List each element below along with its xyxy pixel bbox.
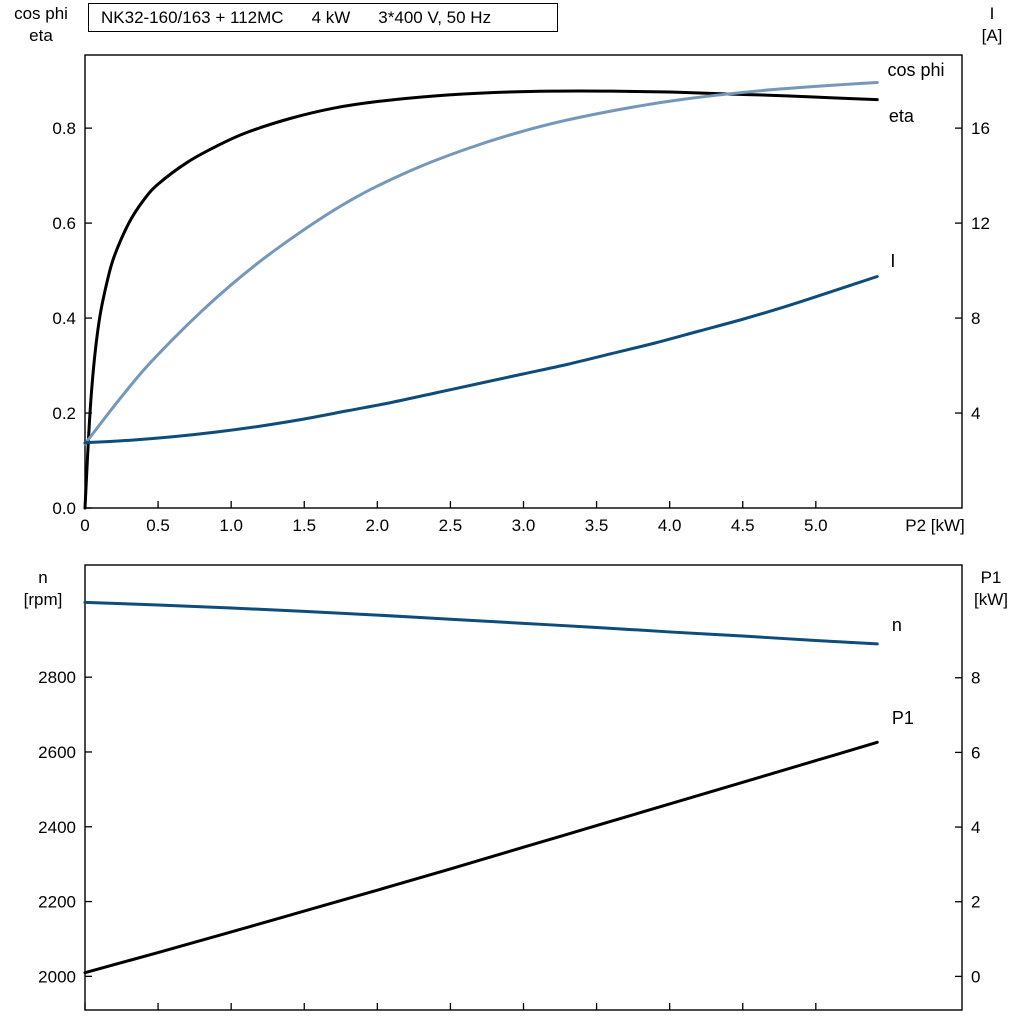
pump-model-label: NK32-160/163 + 112MC [101, 7, 284, 27]
curve-label-cos-phi: cos phi [887, 60, 944, 80]
right-tick-label: 8 [971, 669, 980, 688]
x-tick-label: 3.0 [512, 516, 536, 535]
x-tick-label: 0.5 [146, 516, 170, 535]
left-tick-label: 2200 [38, 893, 76, 912]
right-tick-label: 8 [971, 309, 980, 328]
x-axis-label: P2 [kW] [905, 516, 965, 535]
left-tick-label: 0.8 [52, 119, 76, 138]
curve-label-P1: P1 [892, 708, 914, 728]
left-tick-label: 0.0 [52, 499, 76, 518]
left-tick-label: 2600 [38, 743, 76, 762]
right-tick-label: 6 [971, 743, 980, 762]
x-tick-label: 4.5 [731, 516, 755, 535]
left-tick-label: 0.2 [52, 404, 76, 423]
x-tick-label: 5.0 [804, 516, 828, 535]
right-axis-title-line1: I [989, 4, 995, 23]
x-tick-label: 4.0 [658, 516, 682, 535]
x-tick-label: 1.5 [292, 516, 316, 535]
speed-axis-title-line2: [rpm] [23, 590, 63, 609]
x-tick-label: 2.5 [439, 516, 463, 535]
curve-n [83, 600, 879, 646]
right-tick-label: 16 [971, 119, 990, 138]
top-left-axis-title: cos phi eta [2, 3, 80, 47]
chart-title-box: NK32-160/163 + 112MC 4 kW 3*400 V, 50 Hz [88, 3, 558, 32]
voltage-frequency-label: 3*400 V, 50 Hz [378, 7, 492, 27]
right-tick-label: 4 [971, 818, 980, 837]
bottom-left-axis-title: n [rpm] [6, 567, 80, 611]
x-tick-label: 0 [80, 516, 89, 535]
x-tick-label: 2.0 [366, 516, 390, 535]
speed-axis-title-line1: n [38, 568, 48, 587]
curve-label-n: n [892, 615, 902, 635]
right-tick-label: 2 [971, 893, 980, 912]
plot-frame [84, 54, 963, 509]
left-tick-label: 0.6 [52, 214, 76, 233]
x-tick-label: 1.0 [219, 516, 243, 535]
right-tick-label: 4 [971, 404, 980, 423]
chart-bottom: 2000 2200 2400 2600 2800 0 2 4 6 8 n P1 [38, 564, 980, 1011]
right-axis-title-line2: [A] [981, 26, 1003, 45]
p1-axis-title-line2: [kW] [974, 590, 1008, 609]
right-tick-label: 0 [971, 967, 980, 986]
p1-axis-title-line1: P1 [980, 568, 1002, 587]
bottom-right-axis-title: P1 [kW] [960, 567, 1022, 611]
curve-I [83, 275, 879, 445]
curve-P1 [83, 740, 879, 975]
curve-eta [83, 89, 879, 510]
curve-label-eta: eta [889, 106, 915, 126]
left-tick-label: 0.4 [52, 309, 76, 328]
left-tick-label: 2800 [38, 668, 76, 687]
left-axis-title-line2: eta [29, 26, 53, 45]
left-tick-label: 2400 [38, 818, 76, 837]
left-axis-title-line1: cos phi [14, 4, 68, 23]
right-tick-label: 12 [971, 214, 990, 233]
chart-top: 0 0.5 1.0 1.5 2.0 2.5 3.0 3.5 4.0 4.5 5.0 P2 [kW] 0.… [52, 54, 990, 535]
curve-cos-phi [83, 81, 879, 446]
plot-frame [84, 564, 963, 1011]
x-tick-label: 3.5 [585, 516, 609, 535]
top-right-axis-title: I [A] [962, 3, 1022, 47]
left-tick-label: 2000 [38, 967, 76, 986]
curve-label-I: I [890, 251, 895, 271]
power-rating-label: 4 kW [311, 7, 351, 27]
